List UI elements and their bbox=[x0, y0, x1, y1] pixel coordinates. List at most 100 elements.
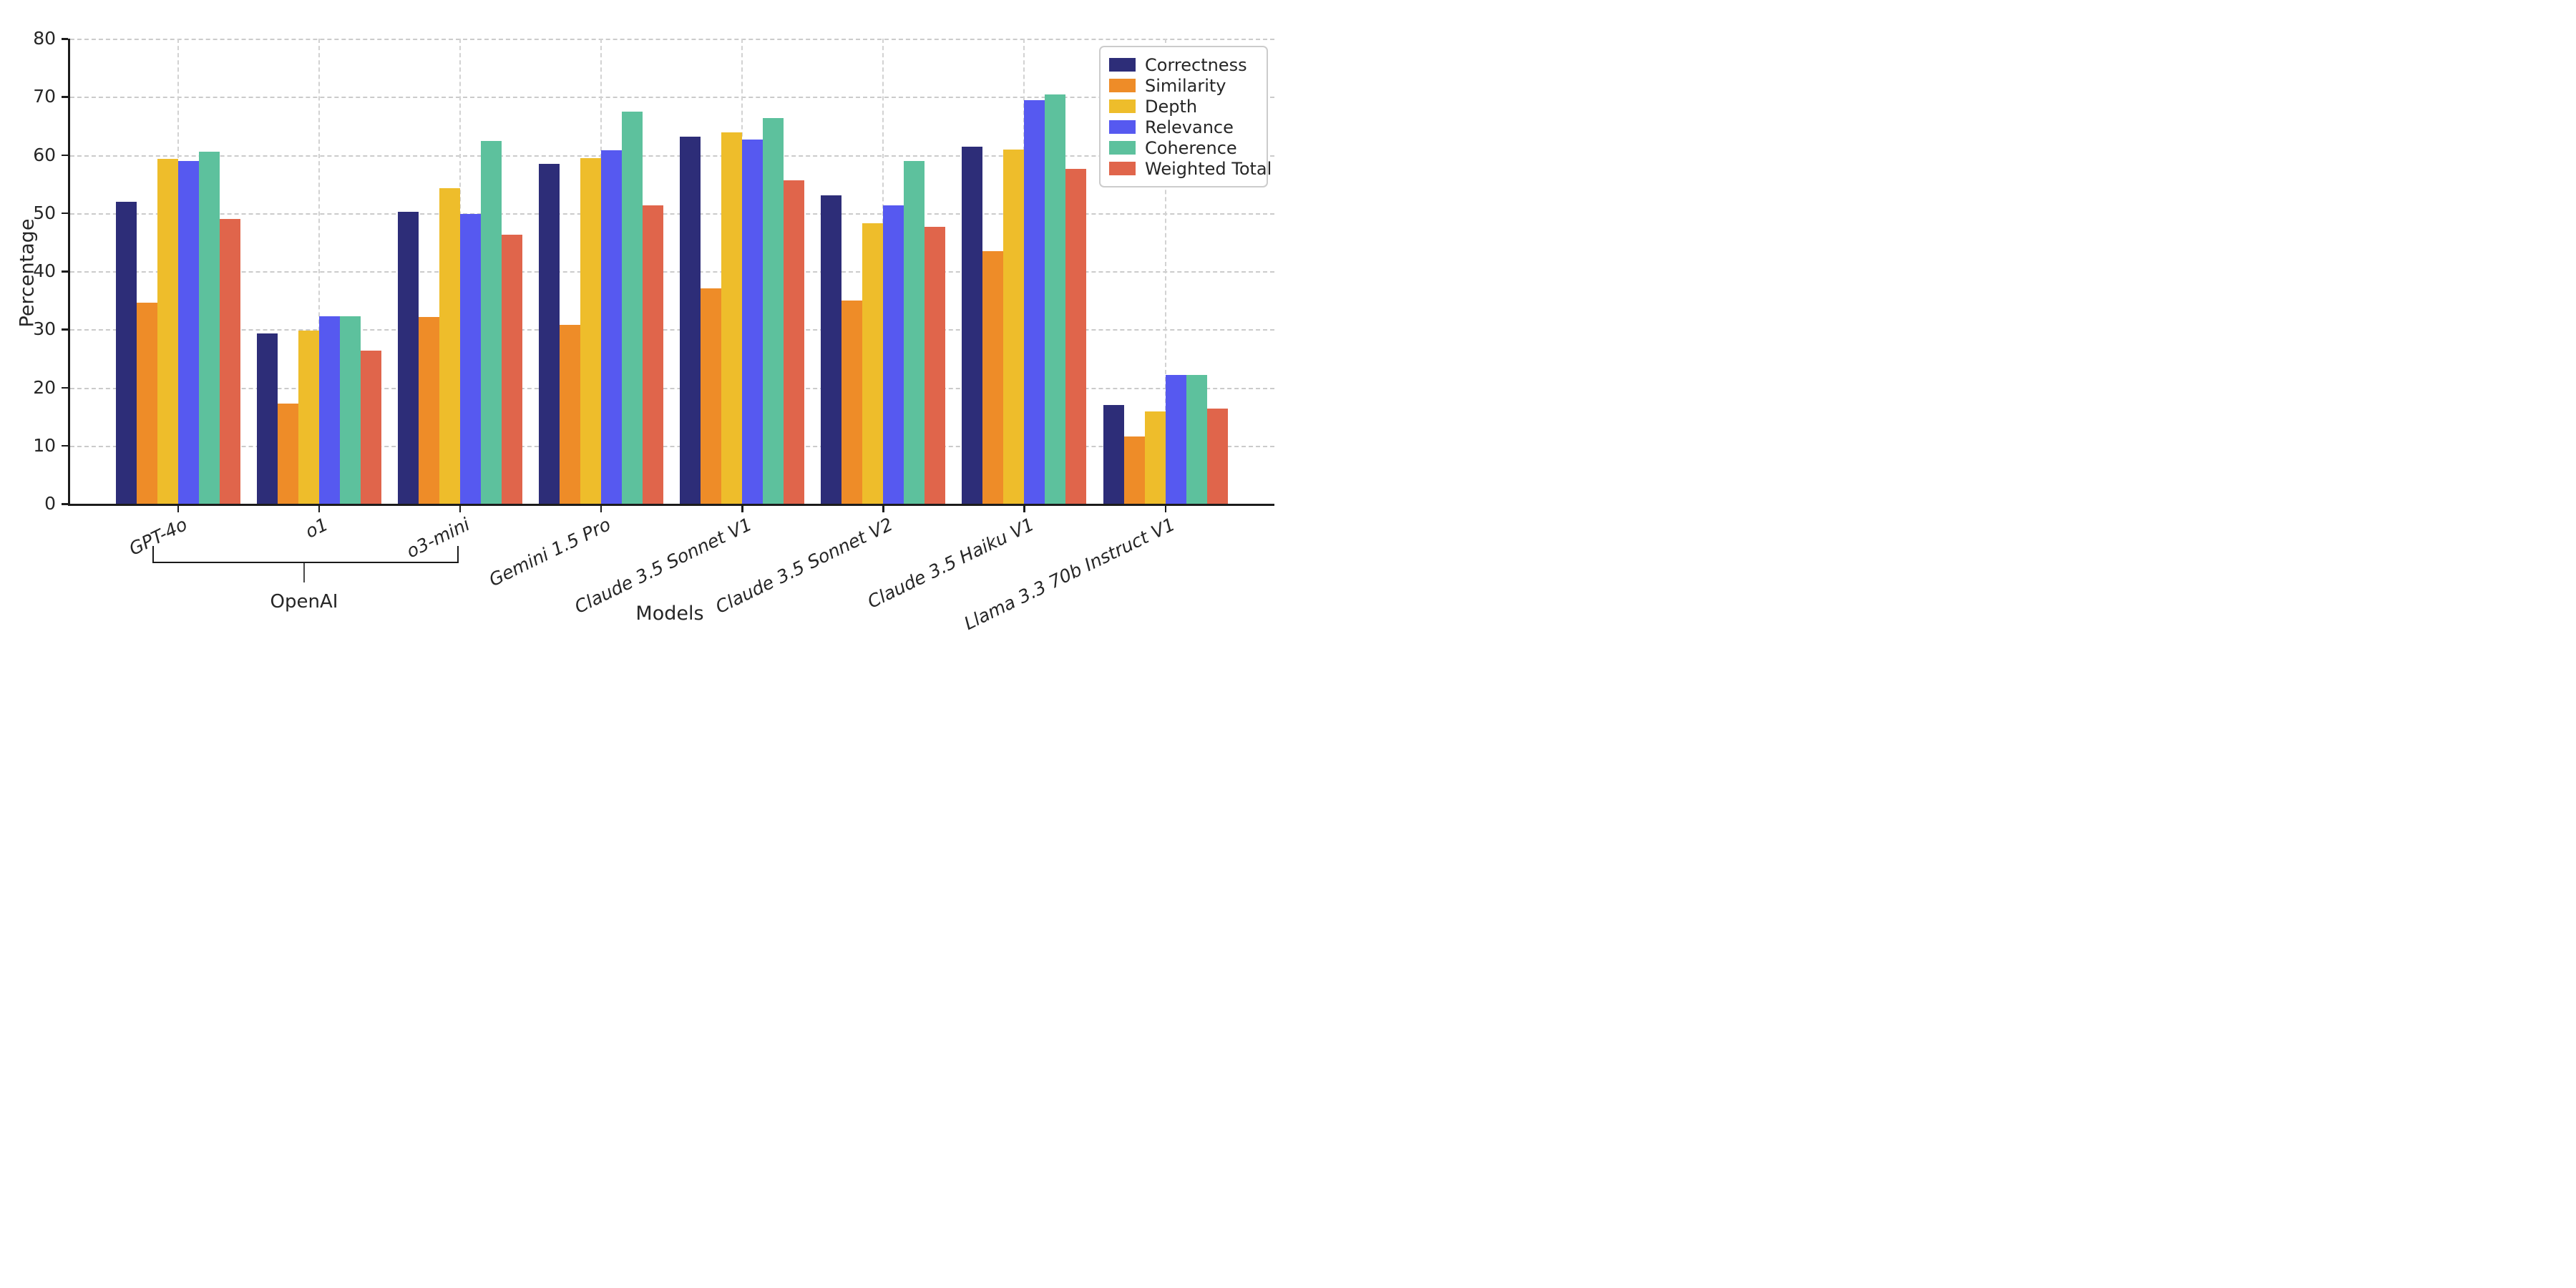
bar bbox=[680, 137, 701, 504]
legend-label: Coherence bbox=[1145, 137, 1237, 158]
bar bbox=[418, 317, 439, 504]
bar bbox=[480, 141, 502, 504]
bar bbox=[904, 160, 925, 504]
bar bbox=[701, 288, 722, 504]
bar bbox=[298, 330, 319, 504]
legend-label: Depth bbox=[1145, 96, 1198, 117]
bar bbox=[501, 234, 522, 504]
y-tick-mark-0 bbox=[62, 503, 68, 505]
y-tick-mark-50 bbox=[62, 212, 68, 215]
bar bbox=[1024, 100, 1045, 504]
bar bbox=[742, 140, 763, 504]
bar bbox=[580, 158, 601, 504]
x-tick-mark-4 bbox=[741, 506, 743, 512]
legend-item: Coherence bbox=[1109, 137, 1258, 158]
legend-item: Depth bbox=[1109, 96, 1258, 117]
bar bbox=[559, 324, 580, 504]
bar bbox=[784, 180, 805, 504]
bar bbox=[256, 333, 278, 504]
openai-group-label: OpenAI bbox=[270, 591, 338, 613]
bar bbox=[982, 251, 1004, 504]
bar bbox=[219, 218, 240, 504]
plot-area bbox=[62, 38, 1274, 512]
legend-item: Similarity bbox=[1109, 75, 1258, 96]
x-tick-mark-6 bbox=[1023, 506, 1025, 512]
x-tick-mark-3 bbox=[600, 506, 602, 512]
bar bbox=[600, 150, 622, 504]
bar bbox=[538, 163, 560, 504]
y-tick-label-60: 60 bbox=[33, 144, 56, 165]
grouped-bar-chart: Percentage Models 0 10 20 30 40 50 60 70 80 GPT-… bbox=[0, 0, 1288, 644]
bar bbox=[962, 147, 983, 504]
bar bbox=[318, 316, 340, 504]
gridline-y-40 bbox=[70, 271, 1274, 273]
bar bbox=[136, 302, 157, 504]
bar bbox=[1103, 404, 1124, 504]
legend-swatch-icon bbox=[1109, 99, 1136, 113]
legend-item: Relevance bbox=[1109, 117, 1258, 137]
y-tick-label-80: 80 bbox=[33, 28, 56, 49]
y-tick-mark-70 bbox=[62, 96, 68, 98]
legend-swatch-icon bbox=[1109, 58, 1136, 72]
bar bbox=[1186, 374, 1207, 504]
gridline-y-50 bbox=[70, 213, 1274, 215]
y-tick-mark-30 bbox=[62, 328, 68, 331]
bar bbox=[883, 205, 904, 504]
legend-swatch-icon bbox=[1109, 141, 1136, 155]
y-tick-label-40: 40 bbox=[33, 260, 56, 281]
legend-label: Weighted Total bbox=[1145, 158, 1272, 179]
bar bbox=[157, 159, 178, 504]
y-tick-mark-40 bbox=[62, 270, 68, 273]
openai-group-bracket-stem bbox=[303, 563, 305, 582]
bar bbox=[1003, 150, 1025, 504]
legend-item: Weighted Total bbox=[1109, 158, 1272, 179]
bar bbox=[763, 117, 784, 504]
bar bbox=[721, 132, 743, 504]
x-tick-label: Gemini 1.5 Pro bbox=[485, 514, 614, 591]
x-tick-mark-1 bbox=[318, 506, 321, 512]
legend: Correctness Similarity Depth Relevance Coher… bbox=[1099, 46, 1272, 187]
y-tick-mark-20 bbox=[62, 386, 68, 389]
gridline-x-1 bbox=[318, 39, 320, 504]
gridline-y-70 bbox=[70, 97, 1274, 99]
bar bbox=[459, 214, 481, 504]
gridline-x-7 bbox=[1164, 39, 1166, 504]
bar bbox=[1065, 169, 1087, 504]
bar bbox=[177, 161, 199, 504]
bar bbox=[115, 202, 137, 504]
y-tick-label-10: 10 bbox=[33, 434, 56, 456]
gridline-y-30 bbox=[70, 329, 1274, 331]
legend-label: Similarity bbox=[1145, 75, 1226, 96]
y-tick-mark-80 bbox=[62, 38, 68, 40]
bar bbox=[821, 195, 842, 504]
bar bbox=[360, 351, 381, 504]
gridline-y-10 bbox=[70, 445, 1274, 447]
bar bbox=[339, 316, 361, 504]
x-tick-mark-2 bbox=[459, 506, 462, 512]
x-tick-label: o1 bbox=[302, 514, 332, 542]
legend-label: Relevance bbox=[1145, 117, 1234, 137]
legend-item: Correctness bbox=[1109, 54, 1258, 75]
bar bbox=[1165, 374, 1186, 504]
openai-group-bracket bbox=[152, 546, 459, 563]
bar bbox=[198, 152, 220, 504]
y-tick-label-70: 70 bbox=[33, 86, 56, 107]
bar bbox=[1045, 94, 1066, 504]
y-tick-mark-10 bbox=[62, 444, 68, 447]
bar bbox=[277, 404, 298, 504]
bar bbox=[1123, 436, 1145, 504]
bar bbox=[621, 111, 643, 504]
bar bbox=[841, 300, 863, 504]
y-tick-mark-60 bbox=[62, 154, 68, 156]
y-tick-label-0: 0 bbox=[44, 493, 56, 514]
y-tick-label-20: 20 bbox=[33, 376, 56, 398]
gridline-y-60 bbox=[70, 155, 1274, 157]
gridline-y-20 bbox=[70, 387, 1274, 389]
x-tick-mark-0 bbox=[177, 506, 179, 512]
bar bbox=[1144, 411, 1166, 504]
legend-swatch-icon bbox=[1109, 120, 1136, 134]
bar bbox=[1206, 408, 1228, 504]
legend-swatch-icon bbox=[1109, 79, 1136, 92]
gridline-y-80 bbox=[70, 39, 1274, 40]
bar bbox=[439, 187, 460, 504]
